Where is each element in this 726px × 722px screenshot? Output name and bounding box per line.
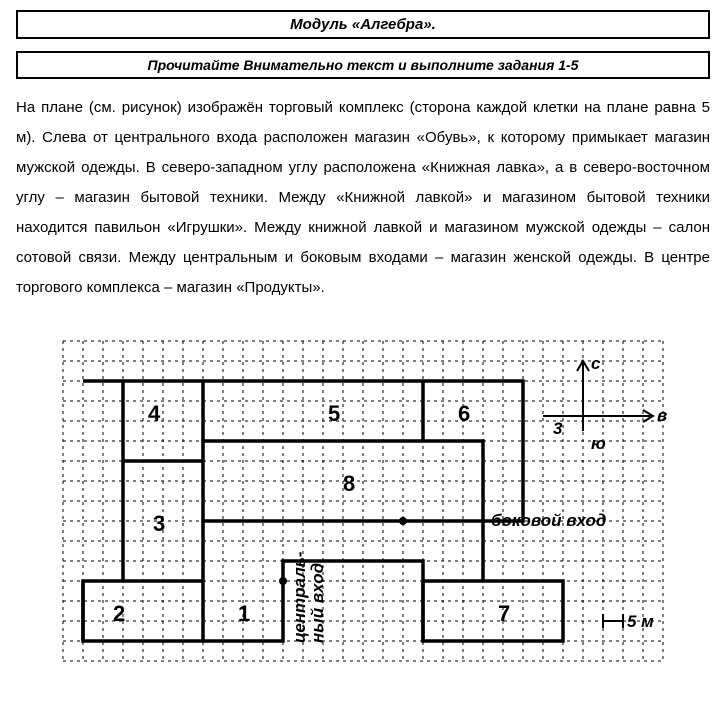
- side-entrance-label: боковой вход: [491, 511, 606, 530]
- room-1-label: 1: [238, 601, 250, 626]
- module-title-text: Модуль «Алгебра».: [290, 16, 436, 33]
- compass-e: в: [657, 406, 667, 425]
- room-6-label: 6: [458, 401, 470, 426]
- compass-s: ю: [591, 434, 606, 453]
- compass-n: с: [591, 354, 601, 373]
- module-title: Модуль «Алгебра».: [16, 10, 710, 39]
- room-8-label: 8: [343, 471, 355, 496]
- room-2-label: 2: [113, 601, 125, 626]
- instruction-box: Прочитайте Внимательно текст и выполните…: [16, 51, 710, 79]
- scale-label: 5 м: [627, 612, 654, 631]
- compass-3: 3: [553, 419, 563, 438]
- grid: [63, 341, 663, 661]
- room-3-label: 3: [153, 511, 165, 536]
- room-5-label: 5: [328, 401, 340, 426]
- floor-plan-diagram: 4 5 6 3 8 2 1 7 боковой вход централь- н…: [43, 321, 683, 671]
- room-7-label: 7: [498, 601, 510, 626]
- instruction-text: Прочитайте Внимательно текст и выполните…: [148, 57, 579, 73]
- dot-center-entrance: [279, 577, 287, 585]
- scale-bar: 5 м: [603, 612, 654, 631]
- problem-text: На плане (см. рисунок) изображён торговы…: [16, 93, 710, 303]
- compass: с в ю 3: [543, 354, 667, 453]
- room-4-label: 4: [148, 401, 161, 426]
- center-entrance-label-2: ный вход: [308, 563, 327, 643]
- center-entrance-label-1: централь-: [290, 551, 309, 643]
- dot-side-entrance: [399, 517, 407, 525]
